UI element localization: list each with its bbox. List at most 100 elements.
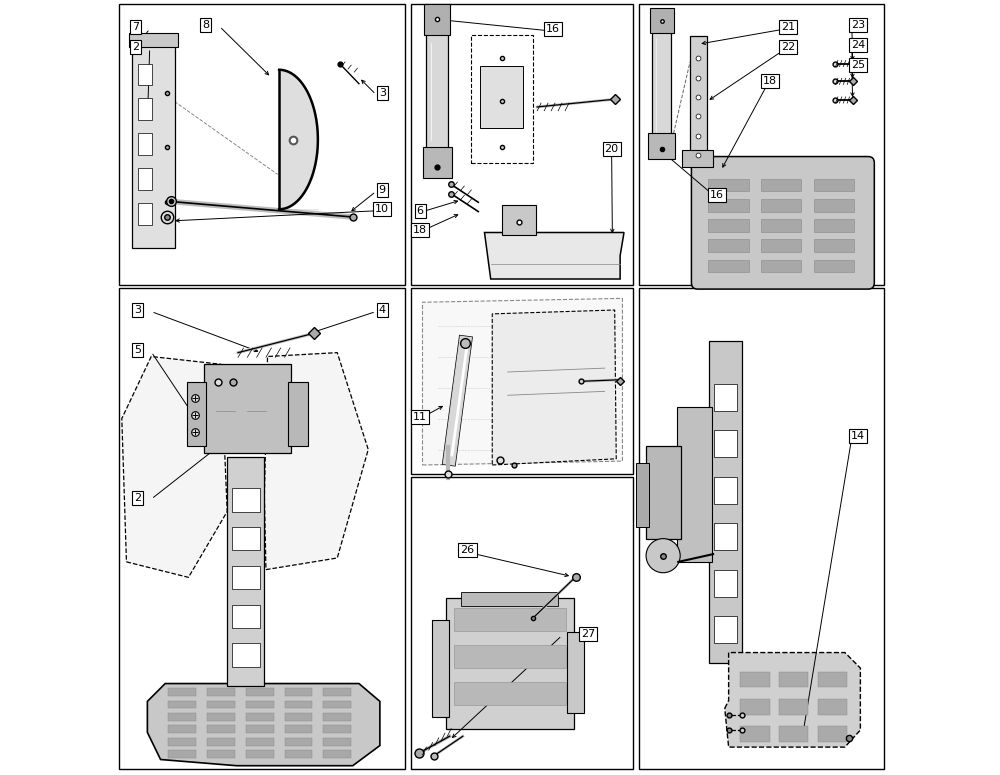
Bar — [246, 713, 274, 721]
Bar — [426, 27, 448, 155]
Bar — [709, 341, 742, 663]
Bar — [138, 133, 152, 155]
Bar — [761, 260, 801, 272]
Bar — [639, 288, 884, 769]
Bar — [285, 713, 312, 721]
Bar — [232, 566, 260, 589]
Bar — [779, 699, 808, 715]
Bar — [323, 738, 351, 746]
Bar — [227, 457, 264, 686]
Bar — [761, 239, 801, 252]
Bar — [461, 592, 558, 606]
Bar — [708, 179, 749, 191]
Bar — [246, 688, 274, 696]
Text: 22: 22 — [781, 42, 795, 51]
Bar — [740, 726, 770, 742]
Bar — [246, 738, 274, 746]
Bar — [708, 219, 749, 232]
Bar — [690, 36, 707, 167]
Text: 8: 8 — [202, 20, 209, 29]
Bar — [207, 750, 235, 758]
Bar — [132, 39, 175, 248]
Bar — [432, 620, 449, 717]
Bar — [502, 205, 536, 235]
Bar — [648, 133, 675, 159]
Bar — [779, 672, 808, 687]
Bar — [168, 738, 196, 746]
Bar — [650, 8, 674, 33]
Bar — [187, 382, 206, 446]
Polygon shape — [264, 353, 368, 570]
Bar — [323, 750, 351, 758]
Circle shape — [646, 539, 680, 573]
Bar — [232, 604, 260, 628]
Bar — [682, 150, 713, 167]
Bar — [818, 726, 847, 742]
Bar — [454, 682, 566, 705]
Bar — [168, 725, 196, 733]
Text: 25: 25 — [851, 60, 865, 70]
Polygon shape — [422, 298, 622, 465]
Bar — [232, 488, 260, 512]
Bar — [422, 147, 452, 178]
Text: 14: 14 — [851, 431, 865, 440]
Bar — [471, 35, 533, 163]
Bar — [207, 713, 235, 721]
Bar — [138, 168, 152, 190]
Bar — [246, 701, 274, 708]
Text: 3: 3 — [379, 88, 386, 98]
Bar — [288, 382, 308, 446]
Bar — [779, 726, 808, 742]
Bar — [246, 750, 274, 758]
Bar — [761, 219, 801, 232]
Bar — [204, 364, 291, 453]
Bar — [708, 260, 749, 272]
Bar — [740, 672, 770, 687]
Bar — [168, 701, 196, 708]
Bar — [285, 701, 312, 708]
Bar — [761, 199, 801, 212]
Text: 6: 6 — [417, 206, 424, 215]
Polygon shape — [122, 356, 227, 577]
Bar — [761, 179, 801, 191]
Bar — [708, 239, 749, 252]
Bar — [207, 725, 235, 733]
Bar — [411, 477, 633, 769]
Bar — [207, 701, 235, 708]
Bar — [677, 407, 712, 562]
Text: 26: 26 — [460, 546, 475, 555]
Bar — [323, 713, 351, 721]
Bar — [740, 699, 770, 715]
Bar — [119, 288, 405, 769]
Bar — [639, 4, 884, 285]
Bar — [814, 179, 854, 191]
Bar — [714, 616, 737, 643]
Bar — [714, 384, 737, 411]
Bar — [285, 688, 312, 696]
Bar — [446, 598, 574, 728]
Text: 5: 5 — [134, 346, 141, 355]
Bar — [814, 239, 854, 252]
Text: 23: 23 — [851, 20, 865, 29]
Bar — [714, 570, 737, 597]
Bar — [285, 738, 312, 746]
Bar — [411, 288, 633, 474]
Bar — [168, 688, 196, 696]
Bar — [138, 203, 152, 225]
Bar — [168, 750, 196, 758]
Bar — [138, 98, 152, 120]
Bar — [714, 430, 737, 457]
Bar — [652, 29, 671, 140]
Bar — [454, 645, 566, 668]
Bar — [323, 725, 351, 733]
Text: 9: 9 — [379, 185, 386, 195]
Text: 16: 16 — [546, 25, 560, 34]
Bar — [814, 219, 854, 232]
Bar — [480, 66, 523, 128]
Text: 2: 2 — [132, 42, 139, 51]
Bar — [714, 477, 737, 504]
Bar — [424, 4, 450, 35]
Bar — [636, 463, 649, 527]
Bar — [232, 643, 260, 666]
Text: 4: 4 — [379, 305, 386, 315]
